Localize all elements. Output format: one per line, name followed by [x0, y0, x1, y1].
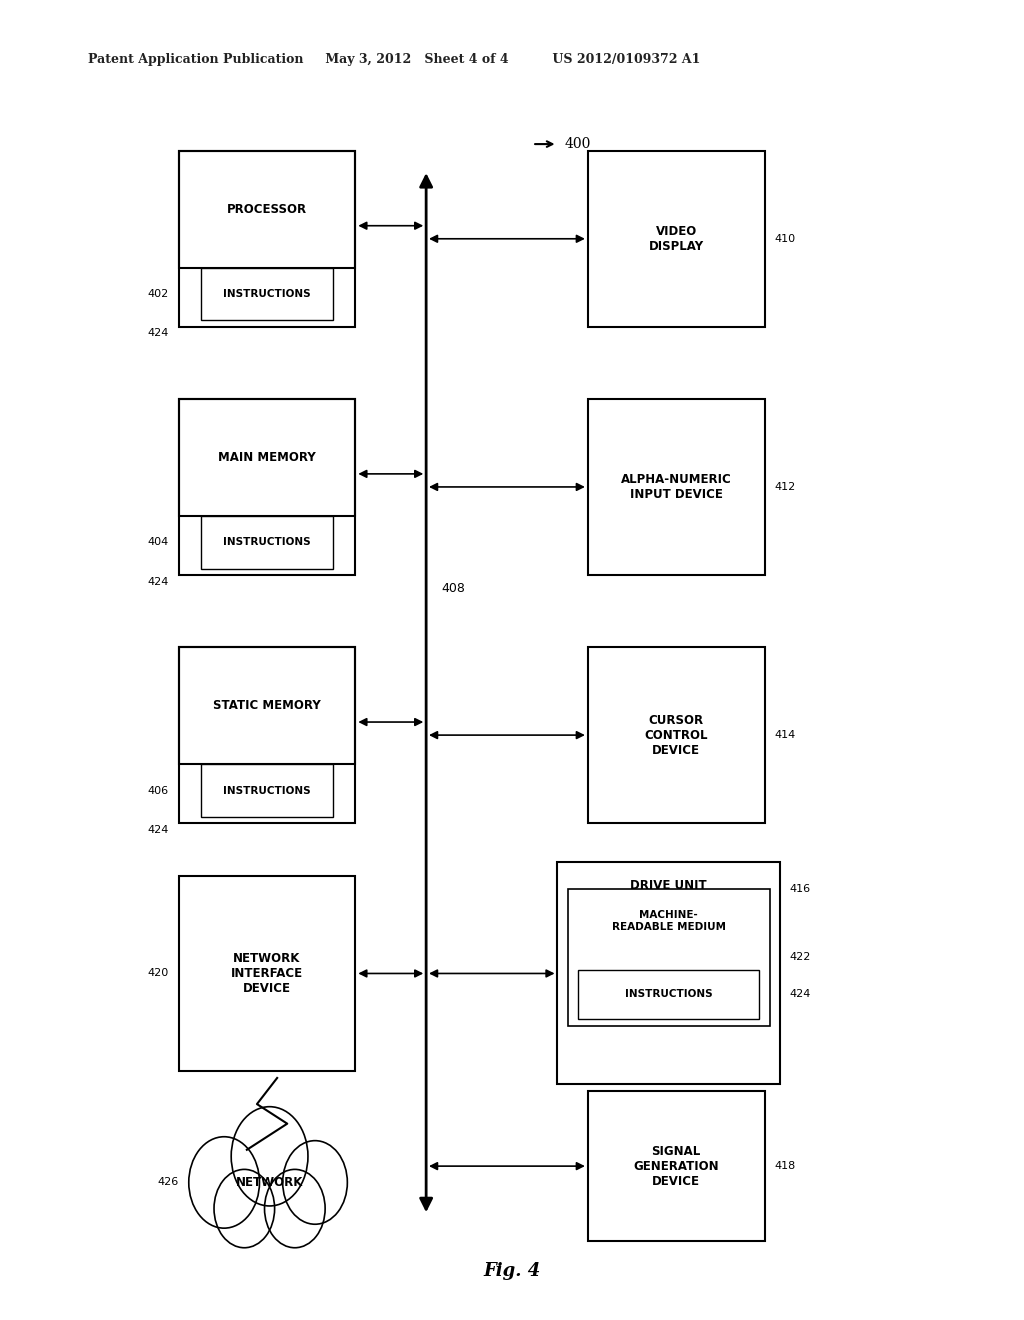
Text: 420: 420: [147, 969, 169, 978]
Circle shape: [188, 1137, 259, 1228]
Circle shape: [283, 1140, 347, 1224]
Circle shape: [231, 1106, 308, 1206]
Text: PROCESSOR: PROCESSOR: [227, 203, 307, 216]
Text: 404: 404: [147, 537, 169, 548]
FancyBboxPatch shape: [588, 1092, 765, 1241]
Text: SIGNAL
GENERATION
DEVICE: SIGNAL GENERATION DEVICE: [633, 1144, 719, 1188]
Text: 410: 410: [774, 234, 796, 244]
Text: NETWORK
INTERFACE
DEVICE: NETWORK INTERFACE DEVICE: [231, 952, 303, 995]
FancyBboxPatch shape: [202, 268, 333, 321]
Text: 418: 418: [774, 1162, 796, 1171]
Text: VIDEO
DISPLAY: VIDEO DISPLAY: [648, 224, 703, 252]
Text: CURSOR
CONTROL
DEVICE: CURSOR CONTROL DEVICE: [644, 714, 708, 756]
FancyBboxPatch shape: [557, 862, 779, 1085]
Text: 424: 424: [790, 990, 811, 999]
Text: MAIN MEMORY: MAIN MEMORY: [218, 451, 316, 465]
Text: 422: 422: [790, 952, 811, 962]
Text: 424: 424: [147, 577, 169, 586]
FancyBboxPatch shape: [588, 647, 765, 824]
Text: DRIVE UNIT: DRIVE UNIT: [630, 879, 707, 892]
FancyBboxPatch shape: [178, 875, 355, 1072]
FancyBboxPatch shape: [202, 516, 333, 569]
Text: 424: 424: [147, 825, 169, 834]
FancyBboxPatch shape: [567, 888, 770, 1026]
Text: 412: 412: [774, 482, 796, 492]
FancyBboxPatch shape: [178, 399, 355, 516]
FancyBboxPatch shape: [178, 150, 355, 268]
Text: 416: 416: [790, 883, 811, 894]
Text: INSTRUCTIONS: INSTRUCTIONS: [625, 990, 713, 999]
Text: 400: 400: [564, 137, 591, 150]
Text: MACHINE-
READABLE MEDIUM: MACHINE- READABLE MEDIUM: [611, 911, 726, 932]
FancyBboxPatch shape: [178, 647, 355, 764]
Text: INSTRUCTIONS: INSTRUCTIONS: [223, 289, 311, 300]
Circle shape: [264, 1170, 326, 1247]
Text: 402: 402: [147, 289, 169, 300]
Text: ALPHA-NUMERIC
INPUT DEVICE: ALPHA-NUMERIC INPUT DEVICE: [621, 473, 731, 502]
FancyBboxPatch shape: [588, 150, 765, 327]
Text: 408: 408: [441, 582, 465, 595]
Text: 414: 414: [774, 730, 796, 741]
FancyBboxPatch shape: [588, 399, 765, 576]
Circle shape: [214, 1170, 274, 1247]
FancyBboxPatch shape: [202, 764, 333, 817]
Text: 406: 406: [147, 785, 169, 796]
Text: INSTRUCTIONS: INSTRUCTIONS: [223, 785, 311, 796]
Text: Fig. 4: Fig. 4: [483, 1262, 541, 1280]
Text: 426: 426: [158, 1177, 178, 1188]
FancyBboxPatch shape: [578, 970, 760, 1019]
Text: STATIC MEMORY: STATIC MEMORY: [213, 700, 321, 713]
Text: INSTRUCTIONS: INSTRUCTIONS: [223, 537, 311, 548]
Text: NETWORK: NETWORK: [236, 1176, 303, 1189]
Text: Patent Application Publication     May 3, 2012   Sheet 4 of 4          US 2012/0: Patent Application Publication May 3, 20…: [88, 53, 700, 66]
Text: 424: 424: [147, 329, 169, 338]
